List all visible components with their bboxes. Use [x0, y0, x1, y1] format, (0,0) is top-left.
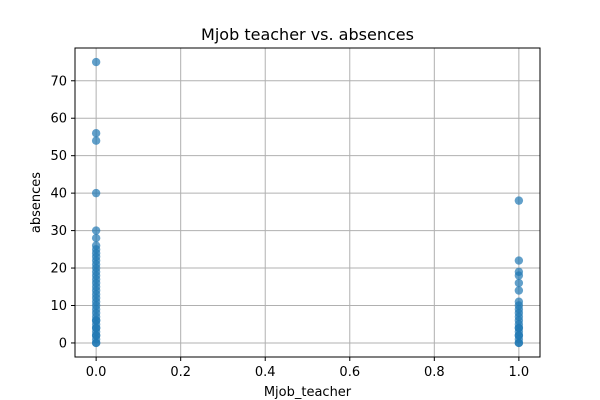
- data-point: [91, 233, 101, 243]
- y-tick-label: 40: [50, 187, 67, 202]
- data-point: [91, 226, 101, 235]
- chart-title: Mjob teacher vs. absences: [201, 25, 414, 44]
- y-tick-label: 30: [50, 224, 67, 239]
- x-tick-label: 0.2: [170, 365, 191, 380]
- y-tick-label: 0: [59, 336, 67, 351]
- data-points: [91, 57, 524, 348]
- data-point: [514, 323, 524, 333]
- y-tick-label: 20: [50, 262, 67, 277]
- x-tick-label: 0.0: [86, 365, 107, 380]
- y-axis-label: absences: [29, 172, 44, 233]
- x-tick-label: 0.4: [255, 365, 276, 380]
- x-tick-label: 0.6: [339, 365, 360, 380]
- data-point: [514, 256, 524, 265]
- y-tick-label: 10: [50, 299, 67, 314]
- data-point: [91, 323, 101, 333]
- data-point: [91, 136, 101, 145]
- data-point: [91, 331, 101, 340]
- data-point: [91, 316, 101, 325]
- data-point: [514, 278, 524, 288]
- axis-ticks: 0.0 0.2 0.4 0.6 0.8 1.0 0 10 20 30 40 50 60 70: [50, 74, 529, 380]
- y-tick-label: 50: [50, 149, 67, 164]
- y-tick-label: 60: [50, 112, 67, 127]
- data-point: [514, 267, 524, 276]
- x-axis-label: Mjob_teacher: [264, 385, 352, 400]
- plot-frame: [74, 47, 541, 358]
- x-tick-label: 0.8: [424, 365, 445, 380]
- data-point: [91, 241, 101, 250]
- data-point: [91, 338, 101, 348]
- x-tick-label: 1.0: [509, 365, 530, 380]
- y-tick-label: 70: [50, 74, 67, 89]
- data-point: [91, 188, 101, 198]
- data-point: [514, 196, 524, 205]
- data-point: [514, 331, 524, 340]
- data-point: [514, 297, 524, 306]
- data-point: [514, 286, 524, 295]
- data-point: [91, 57, 101, 67]
- data-point: [514, 338, 524, 348]
- data-point: [91, 129, 101, 138]
